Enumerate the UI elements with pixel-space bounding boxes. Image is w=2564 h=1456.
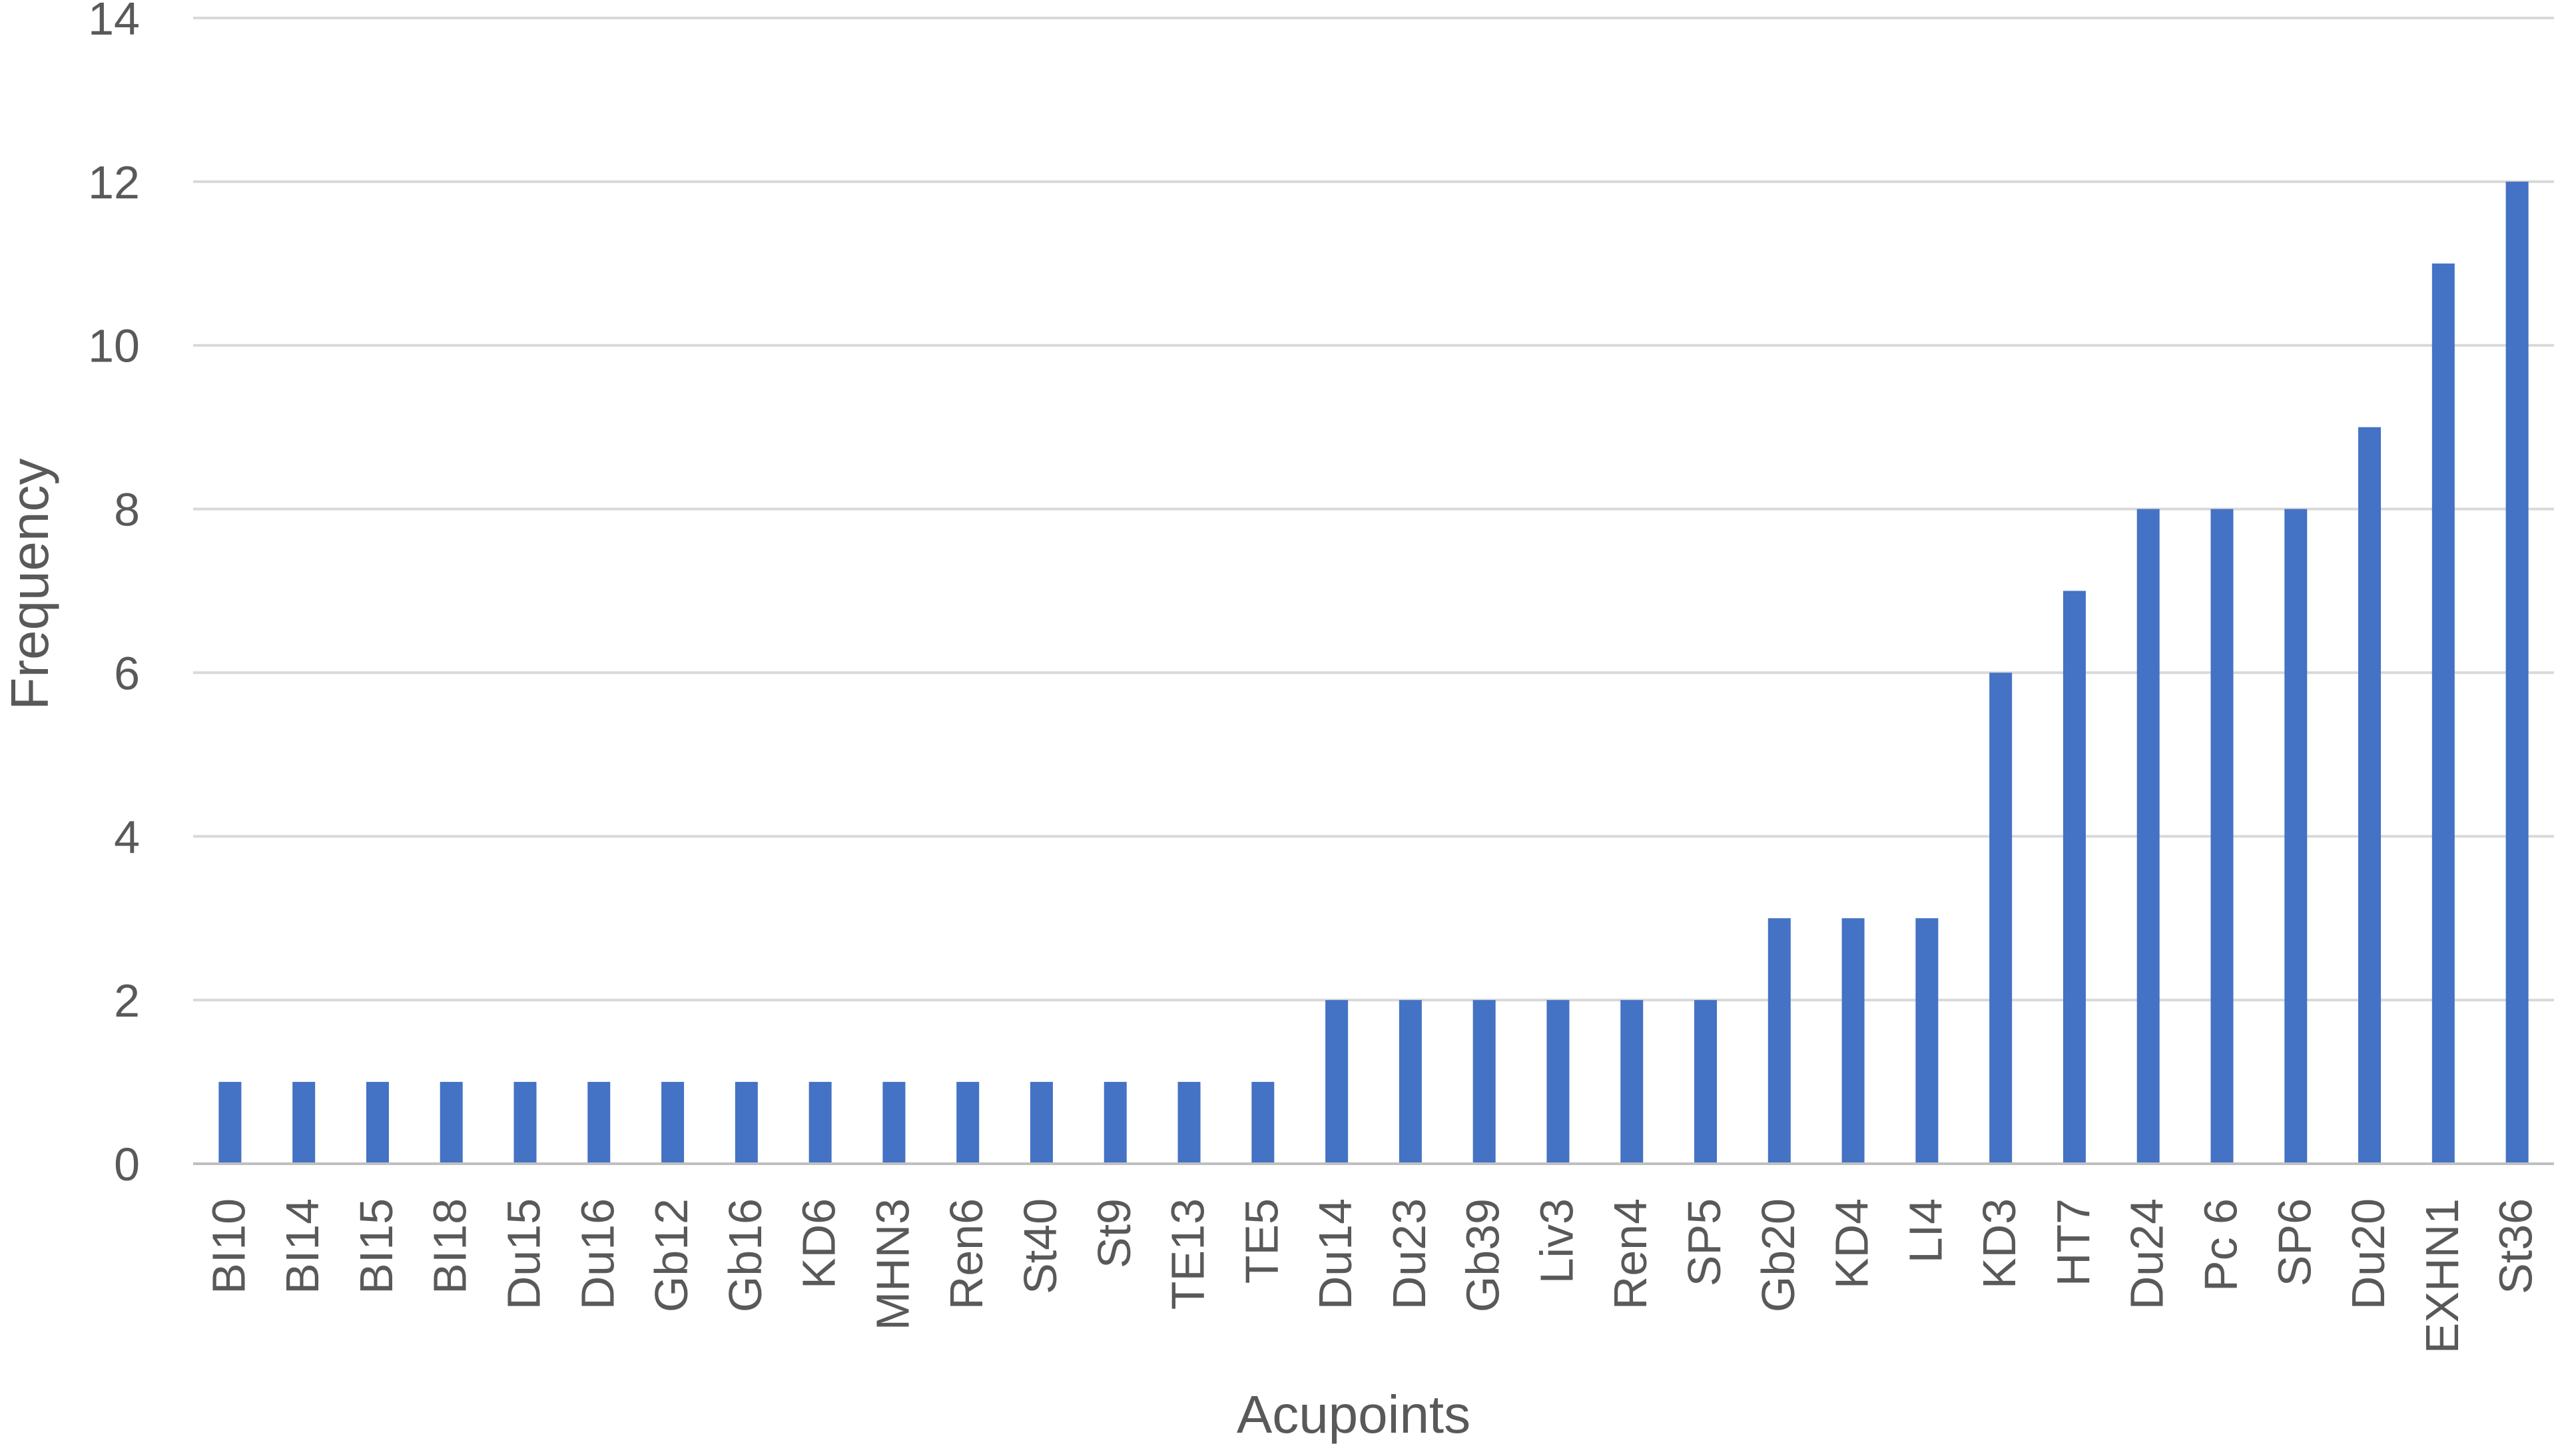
x-tick-label: Du20 xyxy=(2342,1198,2394,1310)
bars xyxy=(218,181,2529,1164)
x-tick-label: Du24 xyxy=(2121,1198,2173,1310)
bar-du20 xyxy=(2358,427,2382,1164)
bar-du16 xyxy=(587,1082,611,1164)
bar-bi14 xyxy=(292,1082,316,1164)
x-tick-label: St36 xyxy=(2490,1198,2542,1294)
x-tick-label: St9 xyxy=(1088,1198,1140,1268)
x-tick-label: KD6 xyxy=(793,1198,845,1289)
bar-du24 xyxy=(2136,509,2160,1164)
x-tick-label: Ren6 xyxy=(940,1198,992,1310)
bar-ren4 xyxy=(1620,1000,1644,1164)
y-tick-label: 10 xyxy=(88,320,140,372)
x-tick-label: KD4 xyxy=(1826,1198,1878,1289)
bar-pc6 xyxy=(2210,509,2234,1164)
x-tick-label: Du15 xyxy=(498,1198,550,1310)
y-axis-label: Frequency xyxy=(0,459,59,710)
bar-kd3 xyxy=(1989,672,2013,1164)
bar-kd4 xyxy=(1841,918,1865,1164)
x-tick-label: Du16 xyxy=(571,1198,623,1310)
y-axis-ticks: 0 2 4 6 8 10 12 14 xyxy=(88,0,140,1190)
x-tick-label: St40 xyxy=(1014,1198,1066,1294)
bar-kd6 xyxy=(808,1082,832,1164)
y-tick-label: 14 xyxy=(88,0,140,45)
bar-li4 xyxy=(1915,918,1939,1164)
bar-te5 xyxy=(1251,1082,1275,1164)
x-tick-label: Du14 xyxy=(1309,1198,1361,1310)
bar-st40 xyxy=(1030,1082,1053,1164)
bar-gb12 xyxy=(661,1082,685,1164)
x-tick-label: TE13 xyxy=(1162,1198,1214,1310)
x-tick-label: HT7 xyxy=(2047,1198,2099,1286)
bar-du14 xyxy=(1325,1000,1349,1164)
bar-bi15 xyxy=(366,1082,389,1164)
x-tick-label: BI14 xyxy=(276,1198,328,1294)
x-tick-label: Gb39 xyxy=(1457,1198,1509,1312)
bar-te13 xyxy=(1177,1082,1201,1164)
y-tick-label: 0 xyxy=(114,1138,140,1190)
x-tick-label: Gb20 xyxy=(1752,1198,1804,1312)
bar-bi18 xyxy=(440,1082,463,1164)
x-axis-label: Acupoints xyxy=(1237,1385,1470,1444)
y-tick-label: 12 xyxy=(88,156,140,208)
bar-bi10 xyxy=(218,1082,242,1164)
bar-st36 xyxy=(2505,181,2529,1164)
bar-gb16 xyxy=(735,1082,758,1164)
x-tick-label: TE5 xyxy=(1235,1198,1287,1284)
bar-ren6 xyxy=(956,1082,980,1164)
bar-exhn1 xyxy=(2431,263,2455,1164)
bar-st9 xyxy=(1104,1082,1127,1164)
x-tick-label: BI10 xyxy=(202,1198,254,1294)
y-tick-label: 2 xyxy=(114,975,140,1027)
y-tick-label: 8 xyxy=(114,484,140,536)
x-tick-label: Liv3 xyxy=(1530,1198,1582,1284)
x-tick-label: Du23 xyxy=(1383,1198,1435,1310)
x-tick-label: MHN3 xyxy=(866,1198,918,1330)
bar-liv3 xyxy=(1546,1000,1570,1164)
x-tick-label: SP5 xyxy=(1678,1198,1730,1286)
bar-gb39 xyxy=(1472,1000,1496,1164)
x-tick-label: EXHN1 xyxy=(2416,1198,2468,1353)
bar-mhn3 xyxy=(882,1082,906,1164)
gridlines xyxy=(193,17,2554,1002)
x-tick-label: Ren4 xyxy=(1604,1198,1656,1310)
bar-sp6 xyxy=(2284,509,2308,1164)
bar-gb20 xyxy=(1767,918,1791,1164)
x-tick-label: Gb16 xyxy=(719,1198,771,1312)
x-axis-ticks: BI10 BI14 BI15 BI18 Du15 Du16 Gb12 Gb16 KD6 MHN3 R… xyxy=(202,1198,2541,1353)
x-tick-label: SP6 xyxy=(2268,1198,2320,1286)
bar-du23 xyxy=(1399,1000,1422,1164)
x-tick-label: LI4 xyxy=(1899,1198,1951,1263)
y-tick-label: 4 xyxy=(114,811,140,863)
x-tick-label: KD3 xyxy=(1973,1198,2025,1289)
x-tick-label: Gb12 xyxy=(645,1198,697,1312)
x-tick-label: BI18 xyxy=(424,1198,476,1294)
x-tick-label: Pc 6 xyxy=(2194,1198,2246,1292)
y-tick-label: 6 xyxy=(114,647,140,699)
bar-du15 xyxy=(513,1082,537,1164)
bar-sp5 xyxy=(1694,1000,1718,1164)
bar-ht7 xyxy=(2063,591,2086,1164)
x-tick-label: BI15 xyxy=(350,1198,402,1294)
